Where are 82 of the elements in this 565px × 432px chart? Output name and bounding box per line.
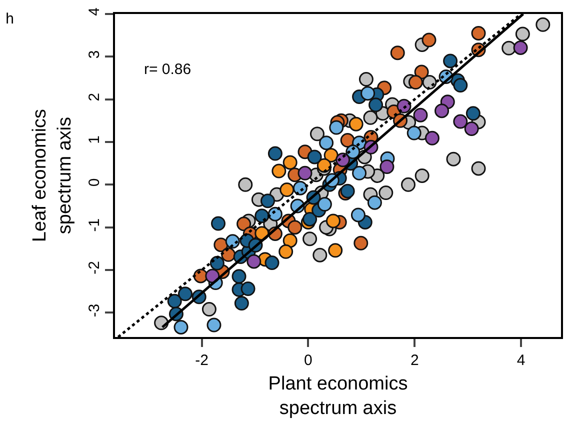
point [471, 161, 486, 176]
x-tick-label: -2 [195, 352, 208, 369]
point [378, 186, 394, 200]
point [260, 194, 275, 208]
point [464, 122, 479, 136]
point [453, 78, 468, 93]
point [446, 152, 461, 166]
point [443, 54, 458, 68]
x-tick-label: 0 [304, 352, 312, 369]
point [307, 150, 322, 164]
point [282, 233, 298, 248]
point [328, 243, 343, 258]
point [390, 46, 405, 60]
point [363, 110, 378, 125]
point [422, 32, 436, 48]
y-tick-label: 4 [86, 8, 103, 16]
point [312, 248, 328, 262]
point [310, 126, 324, 142]
point [368, 98, 384, 112]
point [414, 64, 429, 80]
point [352, 166, 367, 180]
x-axis-title: Plant economics spectrum axis [268, 373, 408, 419]
y-tick-label: -2 [86, 261, 103, 274]
point [280, 182, 294, 198]
point [326, 214, 340, 228]
point [408, 75, 423, 90]
point [367, 195, 382, 210]
point [502, 40, 516, 56]
point [298, 166, 312, 180]
point [471, 26, 486, 40]
point [317, 197, 332, 212]
point [406, 126, 422, 140]
point [358, 72, 374, 87]
y-tick-label: 0 [86, 178, 103, 187]
point [348, 116, 364, 132]
point [424, 130, 440, 146]
x-tick-label: 2 [410, 352, 419, 369]
point [414, 168, 430, 183]
point [434, 104, 450, 118]
point [466, 106, 480, 121]
point [350, 208, 366, 222]
point [167, 294, 182, 308]
point [515, 26, 530, 42]
y-tick-label: 1 [86, 136, 103, 144]
y-tick-label: -1 [86, 218, 103, 232]
point [174, 320, 188, 334]
point [254, 208, 270, 224]
point [302, 232, 318, 246]
point [302, 212, 318, 226]
point [264, 256, 280, 270]
point [211, 216, 226, 231]
point [202, 302, 216, 317]
y-tick-label: -3 [86, 304, 103, 318]
point [360, 86, 376, 101]
point [232, 269, 246, 284]
y-tick-label: 3 [86, 50, 103, 59]
point [413, 108, 428, 122]
point [268, 146, 282, 161]
point [536, 17, 550, 32]
point [288, 220, 302, 235]
point [240, 282, 256, 296]
x-tick-label: 4 [516, 352, 526, 369]
point [272, 164, 286, 178]
chart-title: h [6, 10, 14, 28]
point [206, 318, 222, 332]
point [319, 136, 334, 150]
annotation: r= 0.86 [144, 61, 192, 78]
point [178, 286, 192, 302]
point [354, 236, 368, 250]
y-tick-label: 2 [86, 92, 103, 102]
point [278, 244, 294, 259]
point [246, 254, 262, 269]
y-axis-title: Leaf economics spectrum axis [30, 108, 76, 242]
point [513, 40, 528, 55]
point [329, 120, 344, 135]
point [380, 160, 394, 174]
point [234, 296, 249, 311]
point [236, 216, 252, 232]
point [238, 177, 253, 192]
point [401, 177, 416, 192]
point [453, 114, 468, 129]
point [282, 155, 298, 170]
